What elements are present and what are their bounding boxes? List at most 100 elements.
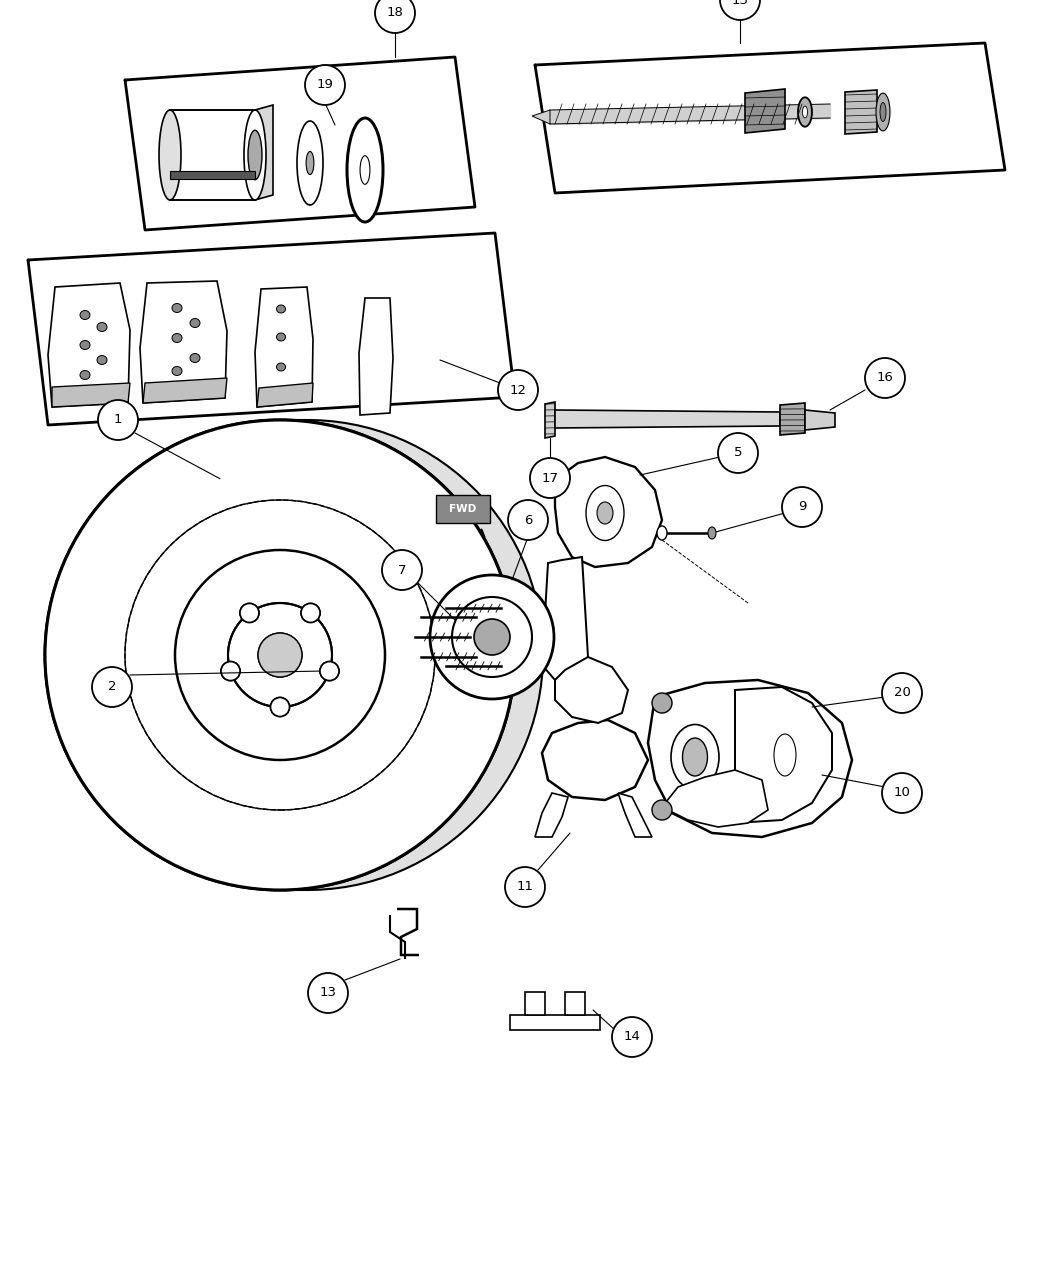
Circle shape (271, 697, 290, 717)
Ellipse shape (671, 724, 719, 789)
Text: 7: 7 (398, 564, 406, 576)
Polygon shape (532, 110, 550, 124)
Ellipse shape (657, 527, 667, 541)
Text: 12: 12 (509, 384, 526, 397)
Ellipse shape (97, 323, 107, 332)
Ellipse shape (682, 738, 708, 776)
Text: 9: 9 (798, 501, 806, 514)
Ellipse shape (190, 353, 200, 362)
Polygon shape (143, 377, 227, 403)
Circle shape (612, 1017, 652, 1057)
Polygon shape (170, 171, 255, 179)
Circle shape (882, 673, 922, 713)
Polygon shape (525, 992, 545, 1015)
Text: 18: 18 (386, 6, 403, 19)
FancyBboxPatch shape (436, 495, 490, 523)
Polygon shape (140, 280, 227, 403)
Polygon shape (555, 657, 628, 723)
Polygon shape (255, 287, 313, 407)
Polygon shape (542, 557, 588, 680)
Circle shape (498, 370, 538, 411)
Ellipse shape (276, 363, 286, 371)
Text: 20: 20 (894, 686, 910, 700)
Text: 1: 1 (113, 413, 122, 427)
Circle shape (382, 550, 422, 590)
Ellipse shape (190, 319, 200, 328)
Ellipse shape (798, 97, 812, 126)
Circle shape (125, 500, 435, 810)
Polygon shape (555, 411, 780, 428)
Text: 14: 14 (624, 1030, 640, 1043)
Ellipse shape (276, 333, 286, 340)
Circle shape (652, 694, 672, 713)
Polygon shape (735, 687, 832, 822)
Circle shape (45, 419, 514, 890)
Polygon shape (48, 283, 130, 407)
Circle shape (304, 65, 345, 105)
Polygon shape (52, 382, 130, 407)
Polygon shape (746, 89, 785, 133)
Ellipse shape (248, 130, 262, 180)
Ellipse shape (802, 106, 807, 117)
Ellipse shape (172, 303, 182, 312)
Polygon shape (662, 770, 768, 827)
Polygon shape (170, 110, 255, 200)
Circle shape (474, 618, 510, 655)
Ellipse shape (80, 371, 90, 380)
Polygon shape (359, 298, 393, 414)
Circle shape (92, 667, 132, 708)
Circle shape (430, 575, 554, 699)
Ellipse shape (876, 93, 890, 131)
Ellipse shape (97, 356, 107, 365)
Circle shape (865, 358, 905, 398)
Circle shape (782, 487, 822, 527)
Ellipse shape (297, 121, 323, 205)
Ellipse shape (80, 311, 90, 320)
Circle shape (222, 662, 240, 681)
Text: 10: 10 (894, 787, 910, 799)
Ellipse shape (172, 334, 182, 343)
Polygon shape (845, 91, 877, 134)
Ellipse shape (597, 502, 613, 524)
Circle shape (301, 603, 320, 622)
Circle shape (228, 603, 332, 708)
Circle shape (301, 603, 320, 622)
Ellipse shape (159, 110, 181, 200)
Circle shape (452, 597, 532, 677)
Text: 16: 16 (877, 371, 894, 385)
Circle shape (45, 419, 514, 890)
Circle shape (240, 603, 259, 622)
Text: 2: 2 (108, 681, 117, 694)
Polygon shape (510, 1015, 600, 1030)
Polygon shape (565, 992, 585, 1015)
Polygon shape (648, 680, 852, 836)
Polygon shape (555, 456, 662, 567)
Polygon shape (255, 105, 273, 200)
Circle shape (271, 697, 290, 717)
Circle shape (882, 773, 922, 813)
Text: 13: 13 (319, 987, 336, 1000)
Text: 5: 5 (734, 446, 742, 459)
Circle shape (240, 603, 259, 622)
Ellipse shape (244, 110, 266, 200)
Ellipse shape (360, 156, 370, 185)
Circle shape (375, 0, 415, 33)
Polygon shape (257, 382, 313, 407)
Ellipse shape (80, 340, 90, 349)
Circle shape (652, 799, 672, 820)
Text: FWD: FWD (449, 504, 477, 514)
Ellipse shape (172, 366, 182, 376)
Circle shape (505, 867, 545, 907)
Ellipse shape (880, 102, 886, 121)
Ellipse shape (346, 119, 383, 222)
Circle shape (508, 500, 548, 541)
Text: 15: 15 (732, 0, 749, 6)
Ellipse shape (774, 734, 796, 776)
Ellipse shape (276, 305, 286, 312)
Circle shape (308, 973, 348, 1014)
Circle shape (530, 458, 570, 499)
Text: 19: 19 (316, 79, 334, 92)
Polygon shape (542, 720, 648, 799)
Polygon shape (618, 793, 652, 836)
Circle shape (720, 0, 760, 20)
